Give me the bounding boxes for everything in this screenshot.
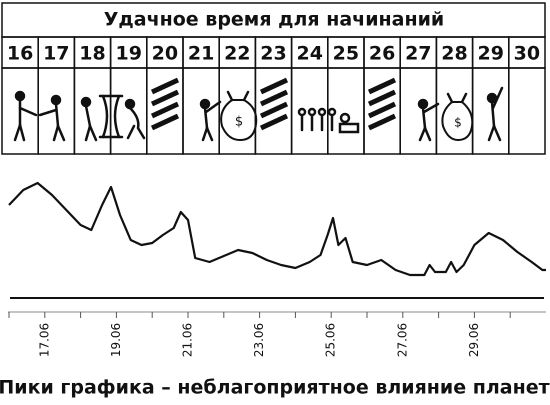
icon-cell — [399, 67, 438, 155]
day-label: 29 — [477, 43, 503, 65]
day-label: 19 — [115, 43, 141, 65]
day-label: 24 — [296, 43, 322, 65]
day-label: 20 — [152, 43, 178, 65]
day-label: 28 — [441, 43, 467, 65]
icon-cell — [218, 67, 257, 155]
day-label: 26 — [369, 43, 395, 65]
x-tick-label: 25.06 — [324, 323, 338, 357]
day-label: 27 — [405, 43, 431, 65]
day-label: 23 — [260, 43, 286, 65]
day-table: 16 17 18 19 20 21 22 23 24 25 26 27 28 29 30 — [1, 36, 546, 155]
line-chart: 17.06 19.06 21.06 23.06 25.06 27.06 29.06 — [8, 181, 546, 357]
icons: $ $ — [13, 77, 504, 142]
icon-cell — [73, 67, 112, 155]
day-label: 21 — [188, 43, 214, 65]
icon-cell — [508, 67, 546, 155]
icon-cell — [327, 67, 365, 155]
line — [8, 181, 546, 277]
x-tick-label: 17.06 — [37, 323, 51, 357]
day-label: 18 — [79, 43, 105, 65]
x-tick-label: 21.06 — [181, 323, 195, 357]
icon-cell — [471, 67, 510, 155]
day-label: 22 — [224, 43, 250, 65]
day-label: 17 — [43, 43, 69, 65]
dollar-icon: $ — [235, 115, 243, 130]
dollar-icon: $ — [454, 116, 462, 130]
x-tick-label: 27.06 — [395, 323, 409, 357]
day-label: 16 — [7, 43, 33, 65]
day-label: 30 — [514, 43, 540, 65]
icon-cell — [435, 67, 474, 155]
icon-cell — [182, 67, 220, 155]
x-tick-label: 29.06 — [467, 323, 481, 357]
x-tick-label: 23.06 — [252, 323, 266, 357]
title: Удачное время для начинаний — [104, 9, 444, 31]
x-tick-label: 19.06 — [109, 323, 123, 357]
day-label: 25 — [333, 43, 359, 65]
footnote: Пики графика – неблагоприятное влияние п… — [0, 377, 550, 399]
